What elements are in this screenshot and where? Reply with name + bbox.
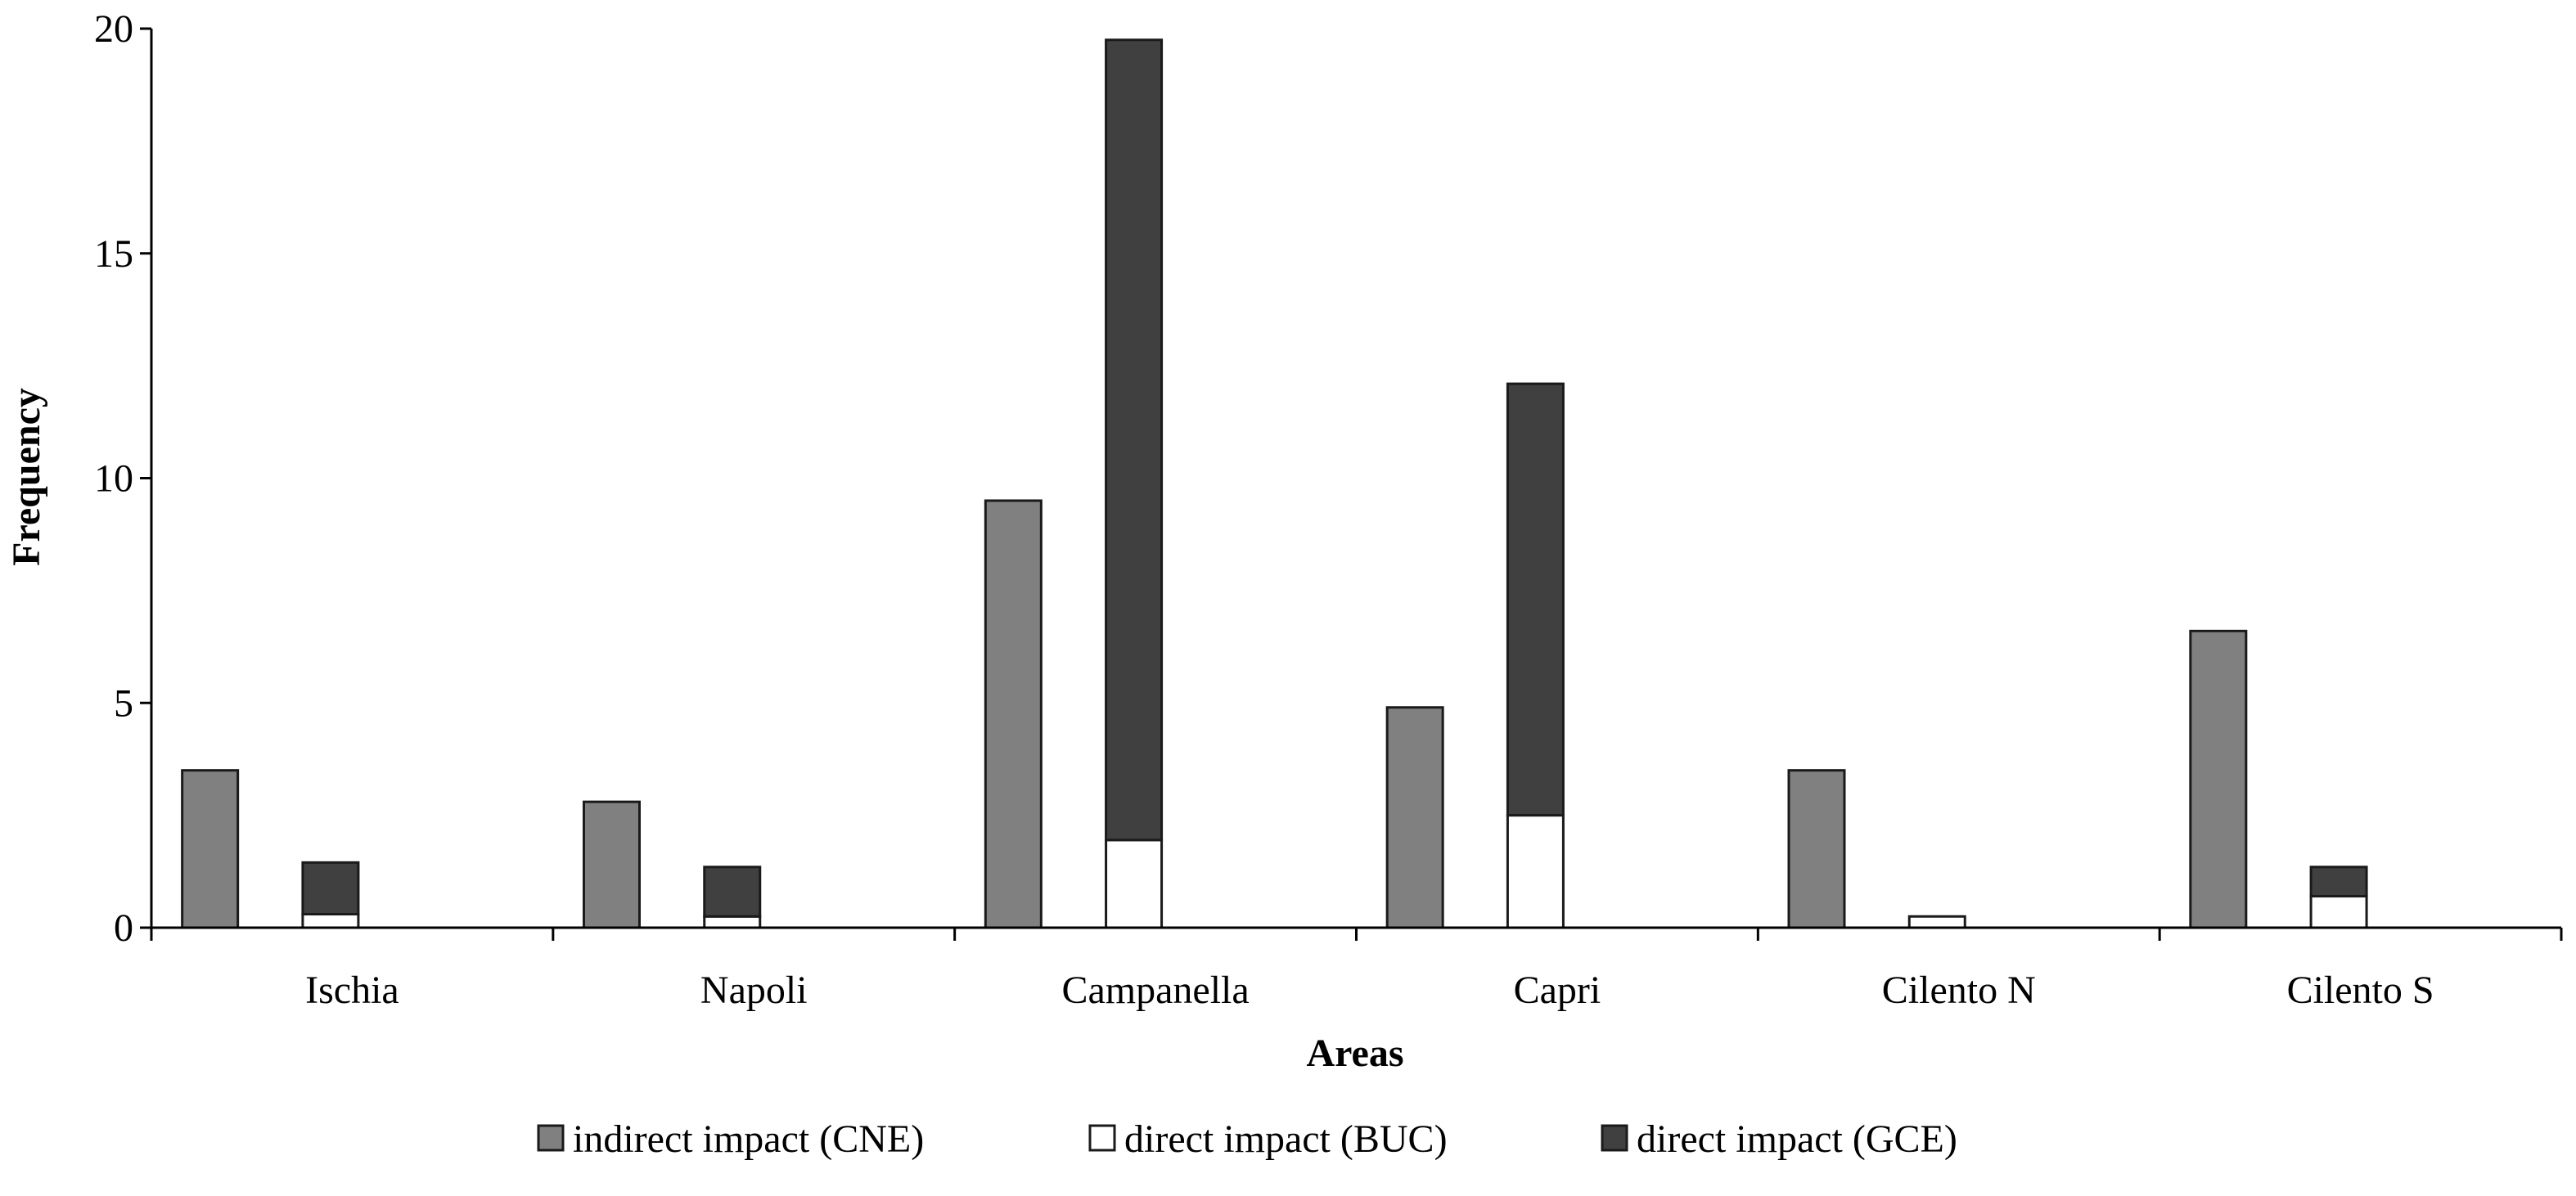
bars-layer bbox=[181, 38, 2368, 929]
bar-direct-3 bbox=[703, 866, 762, 918]
bar-direct-2 bbox=[1907, 915, 1966, 929]
x-tick-label: Campanella bbox=[1061, 969, 1249, 1012]
bar-direct-2 bbox=[1506, 814, 1565, 929]
bar-direct-2 bbox=[703, 915, 762, 929]
bar-indirect-1 bbox=[1385, 706, 1444, 929]
legend-swatch bbox=[1088, 1124, 1116, 1152]
bar-indirect-1 bbox=[1787, 769, 1846, 929]
bar-direct-2 bbox=[301, 913, 360, 929]
bar-indirect-1 bbox=[181, 769, 240, 929]
legend-label: direct impact (BUC) bbox=[1124, 1117, 1448, 1161]
y-tick-label: 0 bbox=[114, 906, 133, 950]
y-tick-label: 10 bbox=[94, 457, 133, 501]
ticks-layer: 0 5 10 15 20 Ischia Napoli Campanella Capri Cilen… bbox=[94, 7, 2563, 1012]
bar-direct-3 bbox=[1506, 382, 1565, 817]
x-tick-label: Cilento N bbox=[1882, 969, 2036, 1012]
legend-swatch bbox=[537, 1124, 565, 1152]
y-tick-label: 5 bbox=[114, 681, 133, 725]
x-tick-label: Napoli bbox=[700, 969, 808, 1012]
legend-label: indirect impact (CNE) bbox=[573, 1117, 924, 1161]
bar-indirect-1 bbox=[582, 800, 641, 929]
y-axis-title: Frequency bbox=[5, 388, 48, 566]
legend-label: direct impact (GCE) bbox=[1637, 1117, 1957, 1161]
y-tick-label: 20 bbox=[94, 7, 133, 51]
y-tick-label: 15 bbox=[94, 232, 133, 276]
bar-direct-3 bbox=[1105, 38, 1164, 842]
x-tick-label: Ischia bbox=[305, 969, 399, 1012]
legend: indirect impact (CNE) direct impact (BUC)… bbox=[537, 1117, 1957, 1161]
x-tick-label: Cilento S bbox=[2287, 969, 2434, 1012]
bar-direct-3 bbox=[2309, 866, 2368, 898]
bar-indirect-1 bbox=[984, 499, 1043, 929]
bar-direct-3 bbox=[301, 861, 360, 916]
bar-indirect-1 bbox=[2189, 629, 2248, 929]
x-axis-title: Areas bbox=[1306, 1032, 1403, 1075]
x-tick-label: Capri bbox=[1514, 969, 1601, 1012]
bar-direct-2 bbox=[1105, 839, 1164, 929]
bar-direct-2 bbox=[2309, 895, 2368, 929]
legend-swatch bbox=[1601, 1124, 1628, 1152]
